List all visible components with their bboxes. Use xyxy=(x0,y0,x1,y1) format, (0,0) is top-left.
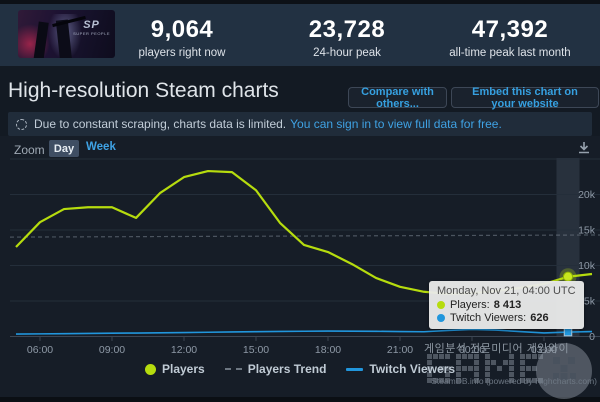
download-chart-icon[interactable] xyxy=(575,139,593,157)
legend-item-players-trend[interactable]: Players Trend xyxy=(224,362,327,376)
svg-text:12:00: 12:00 xyxy=(171,344,197,356)
zoom-day-button[interactable]: Day xyxy=(49,140,79,157)
stat-value: 23,728 xyxy=(308,16,386,43)
game-logo-text: SUPER PEOPLE xyxy=(73,31,110,36)
twitch-marker xyxy=(563,327,573,337)
stat-alltime-peak: 47,392 all-time peak last month xyxy=(435,16,585,59)
stat-label: 24-hour peak xyxy=(313,47,381,59)
sign-in-link[interactable]: You can sign in to view full data for fr… xyxy=(290,117,502,131)
svg-text:20k: 20k xyxy=(578,189,596,201)
top-strip xyxy=(0,0,600,4)
stat-value: 9,064 xyxy=(150,16,214,43)
tooltip-twitch-value: 626 xyxy=(530,312,549,324)
tooltip-players-label: Players: xyxy=(450,299,490,311)
tooltip-twitch-label: Twitch Viewers: xyxy=(450,312,527,324)
players-marker xyxy=(562,271,574,282)
zoom-week-button[interactable]: Week xyxy=(86,141,116,153)
game-logo: SP SUPER PEOPLE xyxy=(73,19,110,36)
svg-text:00:00: 00:00 xyxy=(459,344,485,356)
watermark-circle-pixels xyxy=(553,357,576,380)
highcharts-credits[interactable]: SteamDB.info (powered by Highcharts.com) xyxy=(431,376,597,386)
legend-item-players[interactable]: Players xyxy=(144,362,205,376)
svg-text:5k: 5k xyxy=(584,296,596,308)
embed-button[interactable]: Embed this chart on your website xyxy=(451,86,599,110)
trend-legend-icon xyxy=(224,368,242,370)
tooltip-players-value: 8 413 xyxy=(493,299,522,311)
legend-label: Players Trend xyxy=(247,362,327,376)
notice-text: Due to constant scraping, charts data is… xyxy=(34,117,287,131)
stat-value: 47,392 xyxy=(471,16,549,43)
svg-text:03:00: 03:00 xyxy=(531,344,557,356)
spinner-icon xyxy=(16,118,27,130)
svg-text:21:00: 21:00 xyxy=(387,344,413,356)
twitch-viewers-line xyxy=(15,328,593,335)
twitch-dot-icon xyxy=(437,314,445,322)
bottom-strip xyxy=(0,397,600,402)
svg-text:15:00: 15:00 xyxy=(243,344,269,356)
game-watermark-logo xyxy=(427,354,543,383)
legend-item-twitch-viewers[interactable]: Twitch Viewers xyxy=(346,362,455,376)
stats-bar: SP SUPER PEOPLE 9,064 players right now … xyxy=(0,4,600,66)
game-capsule-image[interactable]: SP SUPER PEOPLE xyxy=(18,10,115,58)
x-axis-ticks xyxy=(39,336,545,341)
svg-text:10k: 10k xyxy=(578,260,596,272)
players-dot-icon xyxy=(437,301,445,309)
y-axis-labels: 0 5k 10k 15k 20k xyxy=(578,189,596,343)
legend-label: Players xyxy=(161,362,205,376)
svg-text:15k: 15k xyxy=(578,225,596,237)
stat-label: all-time peak last month xyxy=(449,47,571,59)
compare-button[interactable]: Compare with others... xyxy=(348,86,447,110)
stat-label: players right now xyxy=(138,47,226,59)
stat-24h-peak: 23,728 24-hour peak xyxy=(272,16,422,59)
x-axis-labels: 06:00 09:00 12:00 15:00 18:00 21:00 00:0… xyxy=(27,344,557,356)
players-line xyxy=(15,169,593,295)
tooltip-twitch-row: Twitch Viewers: 626 xyxy=(437,312,576,324)
stat-players-now: 9,064 players right now xyxy=(107,16,257,59)
zoom-label: Zoom xyxy=(14,143,45,157)
players-legend-icon xyxy=(144,363,156,375)
twitch-legend-icon xyxy=(346,367,364,371)
svg-text:06:00: 06:00 xyxy=(27,344,53,356)
svg-text:18:00: 18:00 xyxy=(315,344,341,356)
korean-watermark-text: 게임분석 전문미디어 게임와이 xyxy=(424,343,570,355)
svg-text:09:00: 09:00 xyxy=(99,344,125,356)
legend-label: Twitch Viewers xyxy=(369,362,455,376)
tooltip-title: Monday, Nov 21, 04:00 UTC xyxy=(437,285,576,297)
chart-legend: Players Players Trend Twitch Viewers xyxy=(0,362,600,376)
game-logo-abbr: SP xyxy=(83,19,100,31)
svg-text:0: 0 xyxy=(589,331,595,343)
chart-tooltip: Monday, Nov 21, 04:00 UTC Players: 8 413… xyxy=(429,281,584,329)
tooltip-players-row: Players: 8 413 xyxy=(437,299,576,311)
page-title: High-resolution Steam charts xyxy=(8,79,279,102)
players-trend-line xyxy=(9,234,600,238)
notice-bar: Due to constant scraping, charts data is… xyxy=(8,112,592,136)
chart-section[interactable] xyxy=(0,136,600,397)
